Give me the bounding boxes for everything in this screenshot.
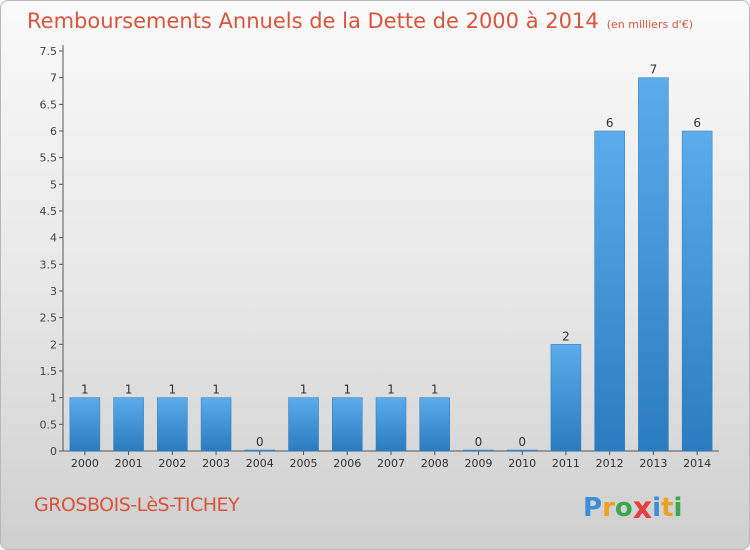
y-tick-label: 0 (50, 445, 57, 458)
logo-letter: x (632, 491, 653, 526)
place-name: GROSBOIS-LèS-TICHEY (34, 494, 240, 516)
x-tick-label: 2010 (508, 457, 536, 470)
chart-unit-note: (en milliers d'€) (606, 18, 693, 31)
y-tick-label: 7.5 (40, 45, 58, 58)
proxiti-logo[interactable]: Proxiti (583, 489, 683, 526)
y-tick-label: 4.5 (40, 205, 58, 218)
data-label: 1 (387, 383, 395, 397)
x-tick-label: 2000 (71, 457, 99, 470)
bar (506, 449, 538, 452)
chart-title-text: Remboursements Annuels de la Dette de 20… (27, 9, 599, 33)
data-label: 1 (81, 383, 89, 397)
x-tick-label: 2007 (377, 457, 405, 470)
x-tick-label: 2002 (158, 457, 186, 470)
logo-letter: i (673, 493, 683, 523)
bar (463, 449, 494, 452)
data-label: 1 (431, 383, 439, 397)
bar (332, 397, 363, 452)
x-tick-label: 2012 (596, 457, 624, 470)
bar (594, 130, 625, 452)
logo-letter: o (614, 493, 633, 523)
data-label: 1 (343, 383, 351, 397)
x-tick-label: 2001 (115, 457, 143, 470)
bar (157, 397, 188, 452)
y-tick-label: 7 (50, 72, 57, 85)
y-tick-label: 4 (50, 232, 57, 245)
y-tick-label: 2.5 (40, 312, 58, 325)
bars (69, 77, 713, 452)
y-tick-label: 3 (50, 285, 57, 298)
data-label: 6 (693, 116, 701, 130)
bar (200, 397, 232, 452)
logo-letter: t (661, 493, 674, 523)
bar (244, 449, 276, 452)
data-label: 7 (650, 63, 658, 77)
y-tick-label: 2 (50, 338, 57, 351)
y-tick-label: 6 (50, 125, 57, 138)
data-label: 6 (606, 116, 614, 130)
x-tick-label: 2006 (333, 457, 361, 470)
y-tick-label: 6.5 (40, 98, 58, 111)
x-tick-label: 2008 (421, 457, 449, 470)
logo-letter: i (652, 493, 662, 523)
y-tick-label: 1.5 (40, 365, 58, 378)
x-tick-label: 2003 (202, 457, 230, 470)
x-tick-label: 2013 (639, 457, 667, 470)
data-label: 1 (212, 383, 220, 397)
bar (638, 77, 669, 452)
data-label: 1 (300, 383, 308, 397)
bar (288, 397, 319, 452)
y-tick-label: 5 (50, 178, 57, 191)
y-tick-label: 1 (50, 392, 57, 405)
bar (681, 130, 713, 452)
bar (69, 397, 101, 452)
y-tick-label: 5.5 (40, 152, 58, 165)
bar (375, 397, 407, 452)
data-label: 2 (562, 329, 570, 343)
x-tick-label: 2009 (464, 457, 492, 470)
data-label: 1 (169, 383, 177, 397)
data-label: 0 (475, 435, 483, 449)
labels: 2000120011200212003120040200512006120071… (71, 63, 711, 470)
data-label: 1 (125, 383, 133, 397)
bar (113, 397, 144, 452)
axes: 0 0.5 1 1.5 2 2.5 3 3.5 4 4.5 5 5.5 6 6.5 7 7.5 (40, 45, 719, 458)
logo-letter: r (602, 493, 615, 523)
logo-letter: P (583, 493, 603, 523)
y-tick-label: 3.5 (40, 258, 58, 271)
chart-title: Remboursements Annuels de la Dette de 20… (27, 9, 693, 33)
x-tick-label: 2014 (683, 457, 711, 470)
y-tick-label: 0.5 (40, 418, 58, 431)
bar (550, 344, 582, 452)
x-tick-label: 2004 (246, 457, 274, 470)
x-tick-label: 2011 (552, 457, 580, 470)
data-label: 0 (256, 435, 264, 449)
bar (419, 397, 450, 452)
data-label: 0 (518, 435, 526, 449)
x-tick-label: 2005 (290, 457, 318, 470)
